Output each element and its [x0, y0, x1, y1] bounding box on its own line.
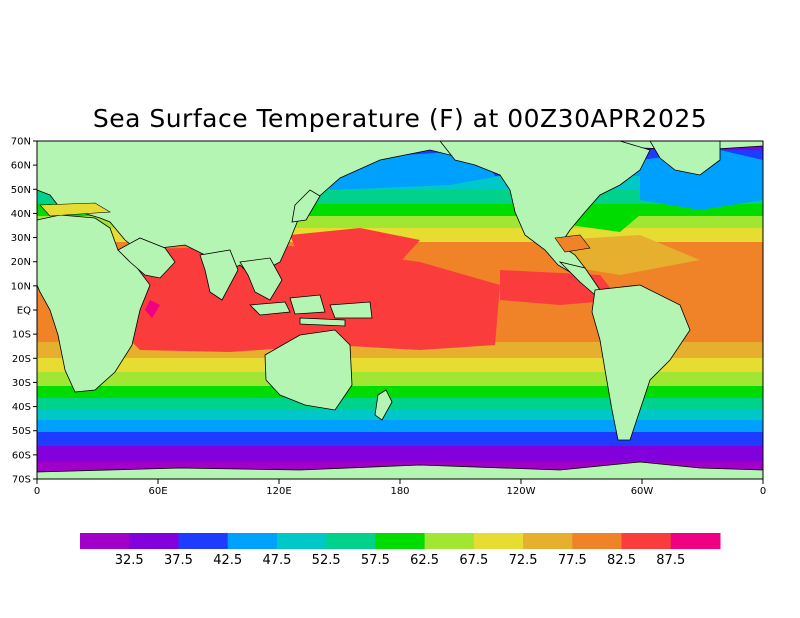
- lon-tick-label: 60E: [148, 486, 167, 497]
- sst-band: [37, 446, 763, 462]
- land-sumatra: [249, 301, 291, 316]
- colorbar-swatch: [424, 533, 475, 549]
- sst-region: [145, 300, 160, 318]
- lat-tick-label: 70S: [12, 475, 31, 486]
- land-new-guinea: [329, 301, 373, 319]
- colorbar-swatch: [129, 533, 179, 549]
- lon-tick-label: 180: [390, 486, 409, 497]
- land-africa: [37, 214, 151, 393]
- lat-tick-label: 60S: [12, 450, 31, 461]
- land-south-america: [591, 284, 691, 441]
- colorbar-label: 67.5: [459, 553, 488, 568]
- lat-tick-label: 70N: [11, 137, 31, 148]
- lat-tick-label: 50S: [12, 426, 31, 437]
- colorbar-label: 52.5: [312, 553, 341, 568]
- land-greenland: [649, 141, 721, 176]
- colorbar-label: 72.5: [509, 553, 538, 568]
- colorbar-swatch: [276, 533, 327, 549]
- lon-tick-label: 120E: [266, 486, 291, 497]
- latitude-axis: 70N 60N 50N 40N 30N 20N 10N EQ 10S 20S 30S 40S 50S 60…: [11, 137, 37, 486]
- continents: [37, 141, 763, 479]
- colorbar-swatch: [572, 533, 623, 549]
- sst-band: [37, 358, 763, 372]
- colorbar-swatch: [178, 533, 229, 549]
- sst-region: [560, 235, 700, 275]
- lat-tick-label: 10N: [11, 281, 31, 292]
- sst-band: [37, 432, 763, 446]
- land-australia: [264, 329, 353, 411]
- colorbar-swatch: [227, 533, 278, 549]
- land-java: [299, 317, 346, 327]
- lon-tick-label: 120W: [507, 486, 536, 497]
- colorbar-swatch: [670, 533, 721, 549]
- colorbar-label: 57.5: [361, 553, 390, 568]
- lon-tick-label: 0: [34, 486, 40, 497]
- lat-tick-label: 30N: [11, 233, 31, 244]
- sst-region: [290, 228, 420, 262]
- colorbar-label: 82.5: [607, 553, 636, 568]
- colorbar-swatch: [621, 533, 672, 549]
- land-arabia: [117, 237, 176, 279]
- lat-tick-label: 60N: [11, 161, 31, 172]
- land-borneo: [289, 294, 326, 315]
- lat-tick-label: 30S: [12, 378, 31, 389]
- colorbar-swatch: [375, 533, 426, 549]
- colorbar: [80, 533, 721, 549]
- mediterranean-sea: [39, 202, 111, 217]
- colorbar-label: 87.5: [656, 553, 685, 568]
- colorbar-label: 47.5: [262, 553, 291, 568]
- sst-band: [37, 420, 763, 432]
- land-india: [199, 249, 239, 301]
- sst-region: [680, 285, 760, 340]
- colorbar-label: 32.5: [115, 553, 144, 568]
- land-new-zealand: [374, 389, 393, 421]
- colorbar-label: 77.5: [558, 553, 587, 568]
- lat-tick-label: 20N: [11, 257, 31, 268]
- colorbar-swatch: [473, 533, 524, 549]
- lon-tick-label: 60W: [631, 486, 654, 497]
- lon-tick-label: 0: [760, 486, 766, 497]
- map-title: Sea Surface Temperature (F) at 00Z30APR2…: [92, 104, 708, 133]
- colorbar-labels: 32.5 37.5 42.5 47.5 52.5 57.5 62.5 67.5 72.5 77.5…: [115, 553, 685, 568]
- colorbar-swatch: [523, 533, 573, 549]
- lat-tick-label: 20S: [12, 354, 31, 365]
- colorbar-label: 42.5: [213, 553, 242, 568]
- land-indochina: [239, 257, 283, 301]
- ocean-field: [37, 141, 763, 479]
- lat-tick-label: EQ: [17, 306, 31, 317]
- colorbar-swatch: [326, 533, 376, 549]
- lat-tick-label: 40S: [12, 402, 31, 413]
- sst-band: [37, 386, 763, 398]
- land-antarctica: [37, 461, 763, 479]
- lat-tick-label: 50N: [11, 185, 31, 196]
- colorbar-swatch: [80, 533, 130, 549]
- colorbar-label: 37.5: [164, 553, 193, 568]
- sst-band: [37, 410, 763, 420]
- sst-band: [37, 372, 763, 386]
- lat-tick-label: 40N: [11, 209, 31, 220]
- lat-tick-label: 10S: [12, 330, 31, 341]
- sst-band: [37, 398, 763, 410]
- longitude-axis: 0 60E 120E 180 120W 60W 0: [34, 479, 766, 497]
- colorbar-label: 62.5: [410, 553, 439, 568]
- land-japan: [291, 189, 321, 223]
- gulf-of-mexico: [554, 234, 591, 253]
